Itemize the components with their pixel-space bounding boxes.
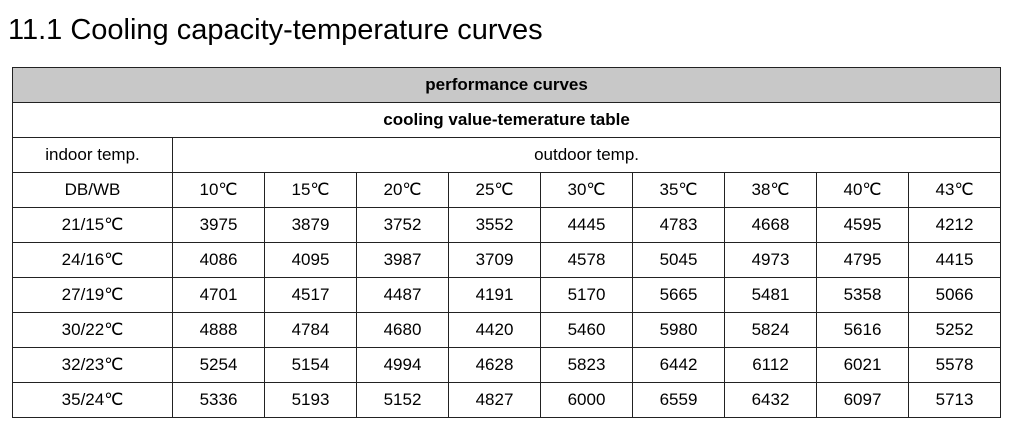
cell: 5460 xyxy=(540,312,633,348)
row-header: indoor temp. xyxy=(12,137,173,173)
data-row: 21/15℃ 3975 3879 3752 3552 4445 4783 4668 4595 42… xyxy=(12,207,1002,243)
cell: 4680 xyxy=(356,312,449,348)
cell: 4095 xyxy=(264,242,357,278)
cell: 5254 xyxy=(172,347,265,383)
column-header: 25℃ xyxy=(448,172,541,208)
cell: 3709 xyxy=(448,242,541,278)
cell: 5481 xyxy=(724,277,817,313)
cell: 5170 xyxy=(540,277,633,313)
cell: 5066 xyxy=(907,277,1002,313)
subtitle: cooling value-temerature table xyxy=(11,102,1002,138)
cell: 5616 xyxy=(816,312,909,348)
subtitle-row: cooling value-temerature table xyxy=(11,102,1002,138)
cell: 4578 xyxy=(540,242,633,278)
cell: 4783 xyxy=(632,207,725,243)
cell: 6000 xyxy=(540,382,633,418)
group-row: indoor temp. outdoor temp. xyxy=(12,137,1002,173)
performance-table: performance curves cooling value-temerat… xyxy=(11,67,1002,418)
column-header: 43℃ xyxy=(907,172,1002,208)
cell: 3975 xyxy=(172,207,265,243)
cell: 4445 xyxy=(540,207,633,243)
cell: 5154 xyxy=(264,347,357,383)
data-row: 32/23℃ 5254 5154 4994 4628 5823 6442 6112 6021 55… xyxy=(12,347,1002,383)
cell: 6021 xyxy=(816,347,909,383)
cell: 4994 xyxy=(356,347,449,383)
cell: 4212 xyxy=(907,207,1002,243)
data-row: 24/16℃ 4086 4095 3987 3709 4578 5045 4973 4795 44… xyxy=(12,242,1002,278)
cell: 4668 xyxy=(724,207,817,243)
cell: 5358 xyxy=(816,277,909,313)
cell: 3752 xyxy=(356,207,449,243)
cell: 4795 xyxy=(816,242,909,278)
column-group: outdoor temp. xyxy=(171,137,1002,173)
row-label: 21/15℃ xyxy=(12,207,173,243)
data-row: 30/22℃ 4888 4784 4680 4420 5460 5980 5824 5616 52… xyxy=(12,312,1002,348)
column-header: 10℃ xyxy=(172,172,265,208)
data-row: 35/24℃ 5336 5193 5152 4827 6000 6559 6432 6097 57… xyxy=(12,382,1002,418)
row-label: 27/19℃ xyxy=(12,277,173,313)
cell: 4827 xyxy=(448,382,541,418)
row-label: 30/22℃ xyxy=(12,312,173,348)
header-row: DB/WB 10℃ 15℃ 20℃ 25℃ 30℃ 35℃ 38℃ 40℃ 43℃ xyxy=(12,172,1002,208)
cell: 5336 xyxy=(172,382,265,418)
cell: 4888 xyxy=(172,312,265,348)
cell: 4487 xyxy=(356,277,449,313)
cell: 3879 xyxy=(264,207,357,243)
page-title: 11.1 Cooling capacity-temperature curves xyxy=(8,14,543,46)
caption-row: performance curves xyxy=(11,67,1002,103)
cell: 4628 xyxy=(448,347,541,383)
corner: DB/WB xyxy=(12,172,173,208)
row-label: 24/16℃ xyxy=(12,242,173,278)
cell: 5713 xyxy=(907,382,1002,418)
cell: 5665 xyxy=(632,277,725,313)
column-header: 35℃ xyxy=(632,172,725,208)
cell: 4517 xyxy=(264,277,357,313)
cell: 4595 xyxy=(816,207,909,243)
cell: 4973 xyxy=(724,242,817,278)
column-header: 38℃ xyxy=(724,172,817,208)
cell: 5824 xyxy=(724,312,817,348)
data-row: 27/19℃ 4701 4517 4487 4191 5170 5665 5481 5358 50… xyxy=(12,277,1002,313)
row-label: 32/23℃ xyxy=(12,347,173,383)
cell: 6112 xyxy=(724,347,817,383)
column-header: 40℃ xyxy=(816,172,909,208)
cell: 6442 xyxy=(632,347,725,383)
cell: 5578 xyxy=(907,347,1002,383)
column-header: 30℃ xyxy=(540,172,633,208)
cell: 5980 xyxy=(632,312,725,348)
column-header: 20℃ xyxy=(356,172,449,208)
cell: 3987 xyxy=(356,242,449,278)
cell: 6432 xyxy=(724,382,817,418)
cell: 5045 xyxy=(632,242,725,278)
table-body: performance curves cooling value-temerat… xyxy=(11,67,1002,418)
cell: 4420 xyxy=(448,312,541,348)
cell: 4191 xyxy=(448,277,541,313)
cell: 4415 xyxy=(907,242,1002,278)
cell: 6097 xyxy=(816,382,909,418)
cell: 5152 xyxy=(356,382,449,418)
caption: performance curves xyxy=(11,67,1002,103)
cell: 5193 xyxy=(264,382,357,418)
column-header: 15℃ xyxy=(264,172,357,208)
cell: 5823 xyxy=(540,347,633,383)
cell: 5252 xyxy=(907,312,1002,348)
row-label: 35/24℃ xyxy=(12,382,173,418)
cell: 4701 xyxy=(172,277,265,313)
cell: 6559 xyxy=(632,382,725,418)
cell: 4784 xyxy=(264,312,357,348)
cell: 4086 xyxy=(172,242,265,278)
cell: 3552 xyxy=(448,207,541,243)
